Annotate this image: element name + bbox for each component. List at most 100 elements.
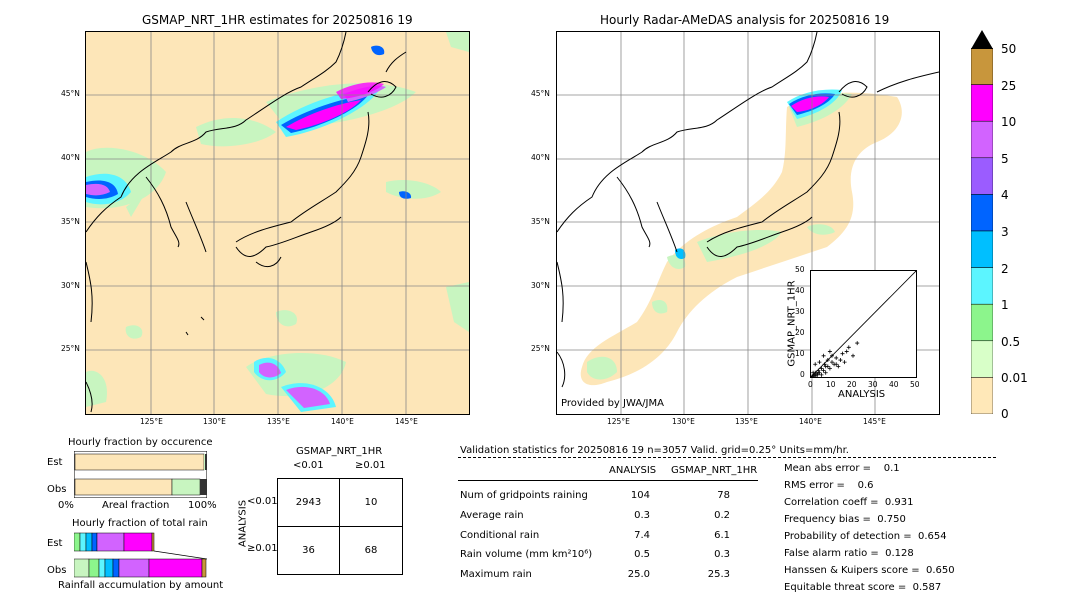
- validation-score: Mean abs error = 0.1: [784, 463, 900, 474]
- colorbar-label: 3: [1001, 225, 1009, 239]
- contingency-header: GSMAP_NRT_1HR: [296, 446, 383, 457]
- validation-row-gsmap: 25.3: [707, 569, 730, 580]
- validation-score: Frequency bias = 0.750: [784, 514, 906, 525]
- total-rain-frame: [73, 530, 208, 579]
- left-lon-label: 145°E: [395, 417, 418, 426]
- left-lon-label: 135°E: [267, 417, 290, 426]
- colorbar-label: 1: [1001, 298, 1009, 312]
- scatter-point: [816, 368, 821, 373]
- scatter-xtick: 20: [847, 380, 857, 389]
- left-map-title: GSMAP_NRT_1HR estimates for 20250816 19: [142, 13, 413, 27]
- contingency-cell: 10: [364, 497, 378, 508]
- total-rain-obs-label: Obs: [47, 565, 67, 576]
- colorbar-label: 0.5: [1001, 335, 1021, 349]
- contingency-col1: <0.01: [293, 460, 324, 471]
- colorbar-segment: [970, 47, 994, 85]
- contingency-cell: 2943: [295, 497, 322, 508]
- colorbar-label: 10: [1001, 115, 1017, 129]
- scatter-point: [855, 341, 860, 346]
- right-lon-label: 145°E: [863, 417, 886, 426]
- validation-row-label: Maximum rain: [460, 569, 532, 580]
- validation-row-analysis: 0.3: [634, 510, 650, 521]
- total-rain-canvas: [73, 530, 208, 579]
- scatter-point: [821, 353, 826, 358]
- contingency-col2: ≥0.01: [355, 460, 386, 471]
- scatter-point: [815, 372, 820, 377]
- scatter-point: [827, 366, 832, 371]
- validation-score: Correlation coeff = 0.931: [784, 497, 914, 508]
- occurrence-obs-rain: [200, 479, 207, 495]
- colorbar-segment: [970, 120, 994, 159]
- scatter-inset: [810, 270, 917, 379]
- scatter-ytick: 20: [795, 328, 805, 337]
- right-lon-label: 130°E: [672, 417, 695, 426]
- validation-row-analysis: 7.4: [634, 530, 650, 541]
- validation-dashed-rule: [458, 457, 996, 458]
- validation-row-label: Num of gridpoints raining: [460, 490, 588, 501]
- colorbar-label: 2: [1001, 262, 1009, 276]
- validation-col-analysis: ANALYSIS: [609, 465, 657, 476]
- scatter-ytick: 0: [800, 370, 805, 379]
- scatter-point: [817, 370, 822, 375]
- colorbar-label: 0: [1001, 407, 1009, 421]
- colorbar-segment: [970, 340, 994, 378]
- left-lon-label: 125°E: [140, 417, 163, 426]
- scatter-point: [838, 358, 843, 363]
- left-lat-label: 30°N: [61, 281, 80, 290]
- colorbar-segment: [970, 157, 994, 195]
- scatter-point: [827, 349, 832, 354]
- colorbar: [970, 47, 994, 415]
- right-lon-label: 125°E: [607, 417, 630, 426]
- occurrence-est-dry: [74, 453, 205, 471]
- colorbar-canvas: [970, 47, 994, 415]
- contingency-cell: 36: [302, 545, 315, 556]
- validation-row-gsmap: 0.3: [714, 549, 730, 560]
- validation-score: Hanssen & Kuipers score = 0.650: [784, 565, 955, 576]
- right-lat-label: 35°N: [531, 217, 550, 226]
- validation-score: Probability of detection = 0.654: [784, 531, 947, 542]
- scatter-point: [836, 364, 841, 369]
- validation-col-gsmap: GSMAP_NRT_1HR: [671, 465, 758, 476]
- scatter-point: [813, 362, 818, 367]
- scatter-point: [830, 360, 834, 365]
- left-lat-label: 25°N: [61, 344, 80, 353]
- validation-row-label: Conditional rain: [460, 530, 540, 541]
- right-lat-label: 30°N: [531, 281, 550, 290]
- colorbar-label: 25: [1001, 79, 1017, 93]
- colorbar-segment: [970, 267, 994, 305]
- scatter-canvas: [810, 270, 917, 379]
- colorbar-extend-arrow: [971, 30, 993, 49]
- scatter-point: [840, 351, 845, 356]
- contingency-cell: 68: [364, 545, 378, 556]
- right-lon-label: 135°E: [735, 417, 758, 426]
- left-lon-label: 140°E: [331, 417, 354, 426]
- scatter-ytick: 50: [795, 265, 805, 274]
- validation-row-analysis: 0.5: [634, 549, 650, 560]
- validation-row-label: Rain volume (mm km²10⁶): [460, 549, 593, 560]
- occurrence-axis-left: 0%: [58, 500, 74, 511]
- right-lon-label: 140°E: [799, 417, 822, 426]
- scatter-point: [822, 362, 827, 367]
- validation-row-label: Average rain: [460, 510, 524, 521]
- total-rain-title: Hourly fraction of total rain: [72, 518, 208, 529]
- scatter-point: [821, 368, 826, 373]
- scatter-point: [823, 370, 828, 375]
- scatter-point: [846, 345, 851, 350]
- contingency-row2: ≥0.01: [247, 543, 278, 554]
- colorbar-segment: [970, 194, 994, 232]
- colorbar-label: 0.01: [1001, 371, 1028, 385]
- total-rain-est-label: Est: [47, 538, 63, 549]
- scatter-ytick: 10: [795, 349, 805, 358]
- scatter-point: [819, 366, 824, 371]
- colorbar-segment: [970, 377, 994, 415]
- colorbar-label: 5: [1001, 152, 1009, 166]
- validation-row-gsmap: 0.2: [714, 510, 730, 521]
- scatter-point: [817, 360, 822, 365]
- validation-score: False alarm ratio = 0.128: [784, 548, 914, 559]
- scatter-xtick: 10: [826, 380, 836, 389]
- colorbar-segment: [970, 230, 994, 268]
- scatter-point: [830, 353, 834, 358]
- occurrence-title: Hourly fraction by occurence: [68, 437, 213, 448]
- scatter-point: [819, 372, 824, 377]
- scatter-xlabel: ANALYSIS: [838, 389, 886, 400]
